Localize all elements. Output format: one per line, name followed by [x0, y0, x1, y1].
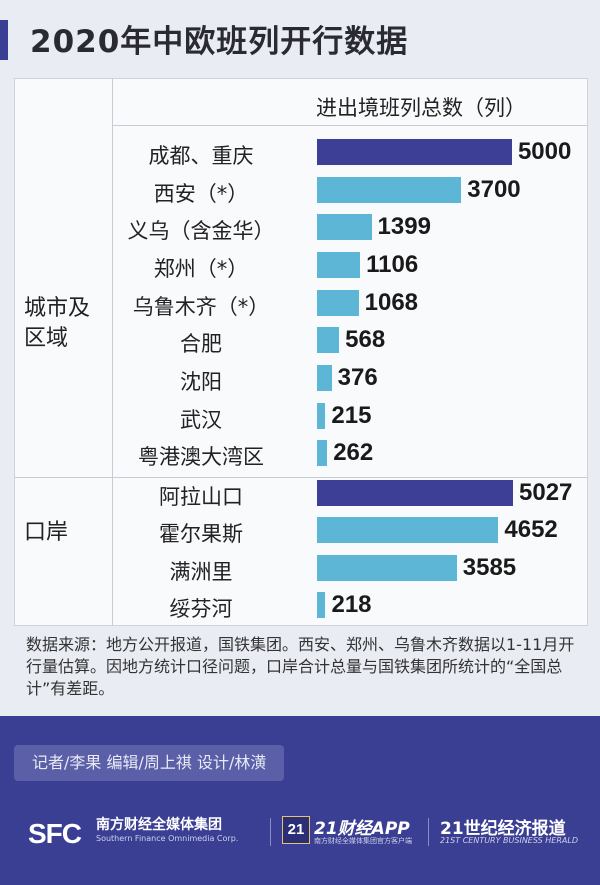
header-divider	[112, 125, 587, 126]
category-label: 满洲里	[169, 560, 233, 584]
sfc-name-en: Southern Finance Omnimedia Corp.	[96, 834, 239, 843]
data-label: 5000	[517, 138, 572, 165]
data-label: 5027	[519, 479, 573, 506]
credits: 记者/李果 编辑/周上祺 设计/林潢	[14, 745, 285, 781]
group-divider-horizontal	[15, 477, 587, 478]
data-label: 4652	[504, 516, 558, 543]
sfc-name: 南方财经全媒体集团	[96, 817, 222, 833]
category-label: 沈阳	[180, 370, 222, 394]
category-label: 粤港澳大湾区	[138, 445, 264, 469]
bar	[317, 139, 512, 165]
category-label: 绥芬河	[169, 597, 233, 621]
app-name: 21财经APP	[314, 819, 410, 839]
source-note: 数据来源：地方公开报道，国铁集团。西安、郑州、乌鲁木齐数据以1-11月开行量估算…	[26, 635, 575, 698]
data-label: 3700	[467, 176, 521, 203]
bar	[317, 327, 340, 353]
bar	[317, 592, 326, 618]
data-label: 376	[337, 364, 378, 391]
bar	[317, 403, 326, 429]
data-label: 568	[345, 326, 386, 353]
category-label: 乌鲁木齐（*）	[132, 295, 270, 319]
category-label: 西安（*）	[153, 182, 249, 206]
bar	[317, 555, 457, 581]
bar	[317, 214, 372, 240]
page-title: 2020年中欧班列开行数据	[30, 24, 409, 60]
category-label: 武汉	[180, 408, 222, 432]
herald-name: 21世纪经济报道	[440, 819, 566, 839]
bar	[317, 177, 462, 203]
data-label: 1106	[366, 251, 419, 278]
data-label: 262	[333, 439, 374, 466]
logo-separator	[428, 818, 429, 846]
category-label: 义乌（含金华）	[127, 219, 275, 243]
category-label: 郑州（*）	[153, 257, 249, 281]
data-label: 1399	[377, 213, 431, 240]
chart-panel	[14, 78, 588, 626]
group-divider-vertical	[112, 79, 113, 625]
category-label: 成都、重庆	[148, 144, 254, 168]
data-label: 1068	[364, 289, 419, 316]
data-label: 215	[331, 402, 372, 429]
column-header: 进出境班列总数（列）	[316, 96, 526, 120]
bar	[317, 480, 513, 506]
group-label-city: 城市及区域	[24, 296, 91, 351]
group-label-port: 口岸	[24, 520, 69, 545]
logo-separator	[270, 818, 271, 846]
footer	[0, 716, 600, 885]
data-label: 218	[331, 591, 372, 618]
bar	[317, 440, 328, 466]
herald-name-en: 21ST CENTURY BUSINESS HERALD	[440, 836, 578, 845]
data-label: 3585	[462, 554, 517, 581]
bar	[317, 365, 332, 391]
sfc-logo: SFC	[28, 818, 82, 849]
app-badge-icon: 21	[282, 816, 310, 844]
app-subtitle: 南方财经全媒体集团官方客户端	[314, 837, 412, 845]
bar	[317, 517, 499, 543]
bar	[317, 290, 359, 316]
category-label: 阿拉山口	[159, 485, 243, 509]
title-accent-bar	[0, 20, 8, 60]
bar	[317, 252, 361, 278]
category-label: 霍尔果斯	[159, 522, 243, 546]
category-label: 合肥	[180, 332, 222, 356]
